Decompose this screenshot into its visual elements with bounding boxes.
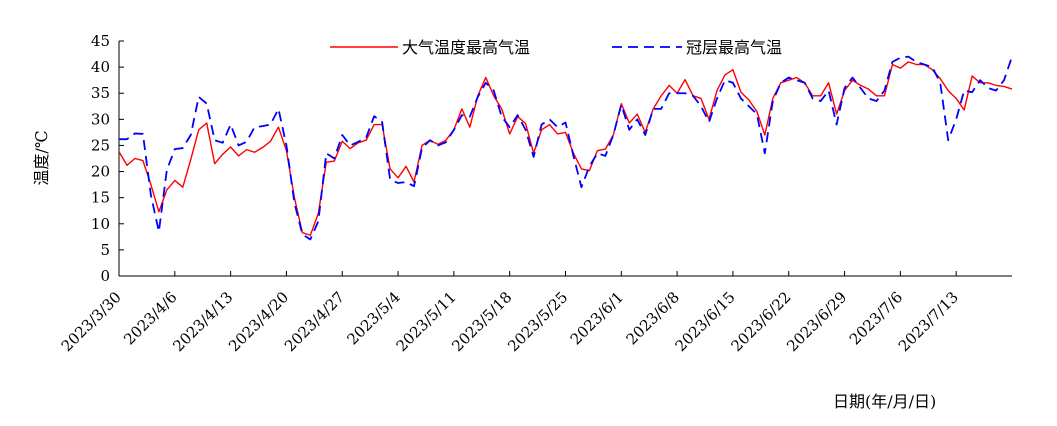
y-tick-label: 40	[91, 58, 110, 76]
x-tick-label: 2023/6/22	[727, 288, 794, 355]
x-axis-title: 日期(年/月/日)	[833, 392, 936, 411]
series-layer	[118, 55, 1013, 241]
y-tick-label: 35	[91, 84, 110, 102]
series-line-canopy-temp	[119, 55, 1013, 241]
x-tick-label: 2023/6/29	[783, 288, 850, 355]
x-tick-label: 2023/3/30	[58, 288, 125, 355]
y-tick-label: 25	[91, 136, 110, 154]
y-tick-label: 10	[91, 215, 110, 233]
y-axis-title: 温度/℃	[32, 130, 51, 185]
legend-label-canopy-temp: 冠层最高气温	[686, 38, 782, 57]
chart-axes: 0510152025303540452023/3/302023/4/62023/…	[58, 32, 1012, 355]
x-tick-label: 2023/4/20	[225, 288, 292, 355]
y-tick-label: 45	[91, 32, 110, 50]
x-tick-label: 2023/5/18	[448, 288, 515, 355]
x-tick-label: 2023/6/15	[672, 288, 739, 355]
x-tick-label: 2023/7/13	[895, 288, 962, 355]
x-tick-label: 2023/4/27	[281, 288, 348, 355]
y-tick-label: 15	[91, 189, 110, 207]
y-tick-label: 30	[91, 110, 110, 128]
legend: 大气温度最高气温 冠层最高气温	[330, 38, 782, 57]
x-tick-label: 2023/5/11	[393, 288, 460, 355]
legend-label-air-temp: 大气温度最高气温	[402, 38, 530, 57]
y-tick-label: 5	[100, 241, 110, 259]
series-line-air-temp	[118, 61, 1013, 236]
y-tick-label: 0	[100, 267, 110, 285]
x-tick-label: 2023/4/13	[169, 288, 236, 355]
x-tick-label: 2023/6/1	[567, 288, 627, 348]
x-tick-label: 2023/5/25	[504, 288, 571, 355]
y-tick-label: 20	[91, 163, 110, 181]
